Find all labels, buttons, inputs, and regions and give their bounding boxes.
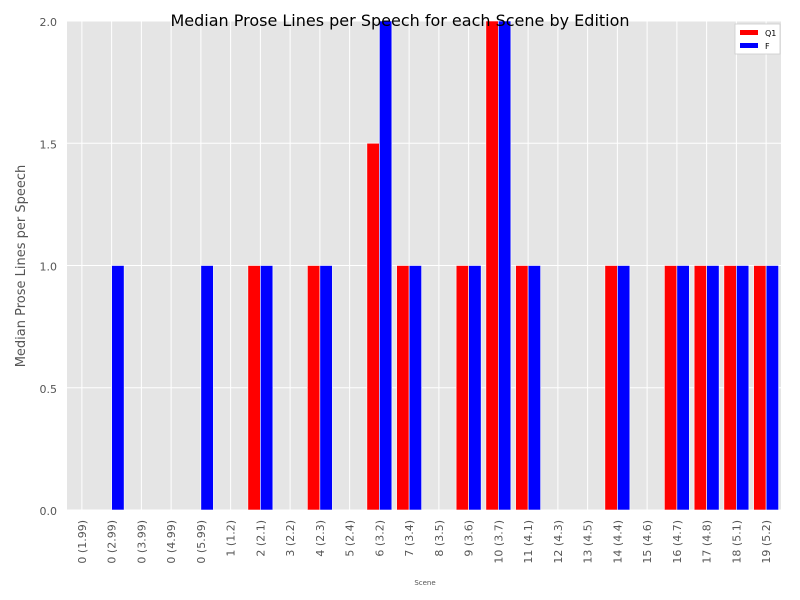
- bar-f-23: [765, 265, 779, 511]
- x-tick-label: 0 (4.99): [165, 520, 178, 564]
- x-tick-label: 17 (4.8): [701, 520, 714, 564]
- legend-box: [734, 23, 781, 55]
- bar-f-15: [527, 265, 541, 511]
- x-tick-label: 0 (1.99): [76, 520, 89, 564]
- y-tick-label: 1.5: [40, 138, 58, 151]
- chart-title: Median Prose Lines per Speech for each S…: [170, 11, 629, 30]
- x-tick-label: 0 (5.99): [195, 520, 208, 564]
- legend: Q1 F: [734, 23, 781, 55]
- bar-f-22: [736, 265, 750, 511]
- x-tick-label: 16 (4.7): [671, 520, 684, 564]
- x-tick-label: 11 (4.1): [522, 520, 535, 564]
- bar-q1-20: [664, 265, 678, 511]
- bar-f-11: [408, 265, 422, 511]
- y-tick-label: 0.0: [40, 505, 58, 518]
- y-axis-ticks: 0.0 0.5 1.0 1.5 2.0: [40, 16, 58, 518]
- bar-q1-22: [723, 265, 737, 511]
- bar-q1-10: [366, 142, 380, 511]
- bar-f-21: [706, 265, 720, 511]
- x-tick-label: 19 (5.2): [760, 520, 773, 564]
- x-tick-label: 10 (3.7): [492, 520, 505, 564]
- x-tick-label: 6 (3.2): [373, 520, 386, 557]
- y-tick-label: 2.0: [40, 16, 58, 29]
- y-tick-label: 1.0: [40, 261, 58, 274]
- y-axis-title: Median Prose Lines per Speech: [14, 165, 29, 368]
- x-tick-label: 3 (2.2): [284, 520, 297, 557]
- x-tick-label: 14 (4.4): [611, 520, 624, 564]
- bar-q1-8: [307, 265, 321, 511]
- x-tick-label: 5 (2.4): [344, 520, 357, 557]
- x-tick-label: 0 (2.99): [106, 520, 119, 564]
- bar-q1-13: [455, 265, 469, 511]
- x-axis-ticks: 0 (1.99) 0 (2.99) 0 (3.99) 0 (4.99) 0 (5.99)…: [76, 520, 773, 564]
- x-tick-label: 0 (3.99): [135, 520, 148, 564]
- x-tick-label: 18 (5.1): [730, 520, 743, 564]
- x-tick-label: 2 (2.1): [254, 520, 267, 557]
- bars: [111, 20, 779, 511]
- bar-f-6: [260, 265, 274, 511]
- bar-q1-6: [247, 265, 261, 511]
- bar-f-8: [319, 265, 333, 511]
- bar-f-18: [617, 265, 631, 511]
- y-tick-label: 0.5: [40, 383, 58, 396]
- x-tick-label: 15 (4.6): [641, 520, 654, 564]
- x-tick-label: 9 (3.6): [463, 520, 476, 557]
- bar-q1-15: [515, 265, 529, 511]
- x-tick-label: 8 (3.5): [433, 520, 446, 557]
- x-tick-label: 1 (1.2): [225, 520, 238, 557]
- bar-f-10: [379, 20, 393, 511]
- x-tick-label: 13 (4.5): [582, 520, 595, 564]
- x-tick-label: 12 (4.3): [552, 520, 565, 564]
- bar-f-1: [111, 265, 125, 511]
- bar-q1-21: [693, 265, 707, 511]
- legend-swatch-q1: [740, 30, 758, 35]
- x-tick-label: 4 (2.3): [314, 520, 327, 557]
- legend-swatch-f: [740, 43, 758, 48]
- bar-f-4: [200, 265, 214, 511]
- legend-label-q1: Q1: [765, 29, 776, 38]
- x-axis-title: Scene: [414, 579, 435, 587]
- bar-q1-14: [485, 20, 499, 511]
- bar-q1-18: [604, 265, 618, 511]
- bar-f-13: [468, 265, 482, 511]
- bar-f-14: [498, 20, 512, 511]
- bar-q1-23: [753, 265, 767, 511]
- x-tick-label: 7 (3.4): [403, 520, 416, 557]
- legend-label-f: F: [765, 42, 770, 51]
- bar-q1-11: [396, 265, 410, 511]
- bar-f-20: [676, 265, 690, 511]
